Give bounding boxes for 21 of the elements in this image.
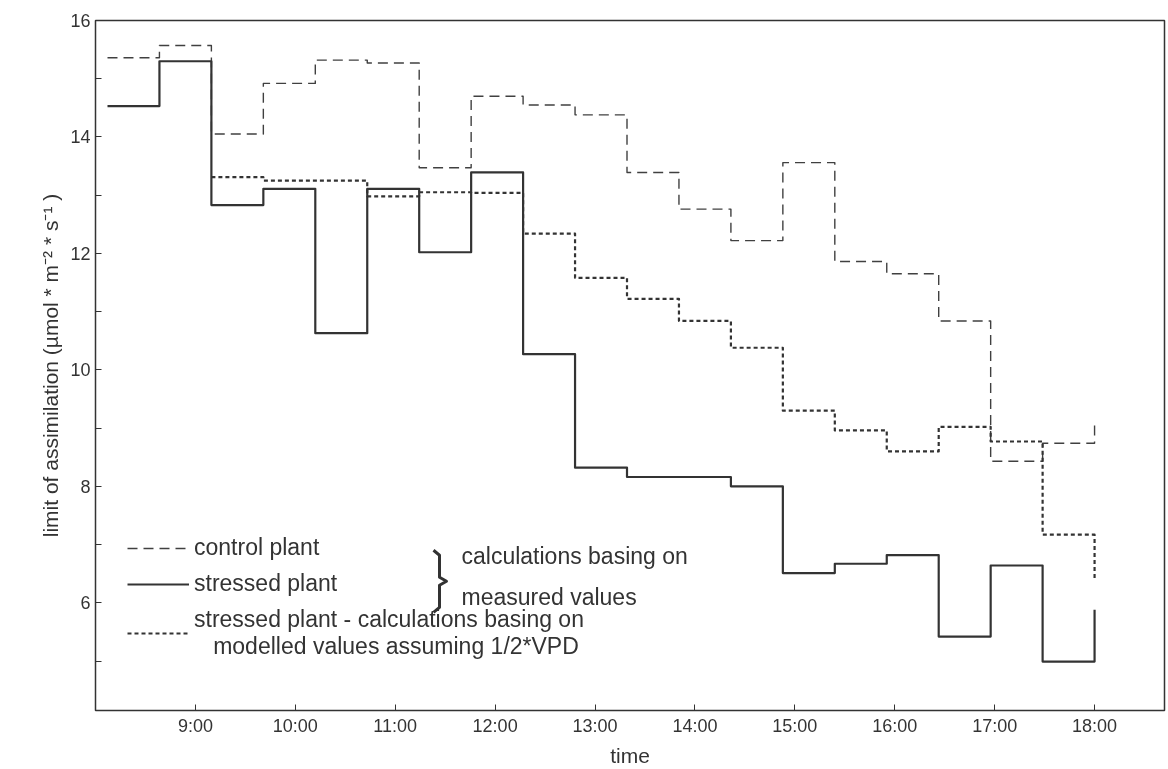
legend-label: stressed plant — [194, 570, 338, 597]
x-tick-label: 13:00 — [572, 715, 618, 736]
y-tick-label: 12 — [70, 243, 91, 264]
y-tick-label: 16 — [70, 11, 91, 31]
y-tick-label: 8 — [80, 476, 91, 497]
x-tick-label: 14:00 — [672, 715, 718, 736]
x-tick-label: 17:00 — [972, 715, 1018, 736]
legend-label: control plant — [194, 534, 320, 561]
x-tick-label: 18:00 — [1072, 715, 1118, 736]
x-tick-label: 9:00 — [177, 715, 213, 736]
y-tick-label: 10 — [70, 360, 91, 381]
x-tick-label: 10:00 — [272, 715, 318, 736]
x-tick-label: 12:00 — [472, 715, 518, 736]
y-tick-label: 14 — [70, 127, 91, 148]
legend-label: stressed plant - calculations basing on modelled values assuming 1/2*VPD — [194, 606, 584, 660]
y-tick-label: 6 — [80, 593, 91, 614]
x-axis-title: time — [610, 743, 650, 767]
x-tick-label: 15:00 — [772, 715, 818, 736]
x-tick-label: 11:00 — [373, 715, 418, 736]
x-tick-label: 16:00 — [872, 715, 918, 736]
y-axis-title: limit of assimilation (µmol * m⁻² * s⁻¹ ) — [39, 193, 63, 538]
